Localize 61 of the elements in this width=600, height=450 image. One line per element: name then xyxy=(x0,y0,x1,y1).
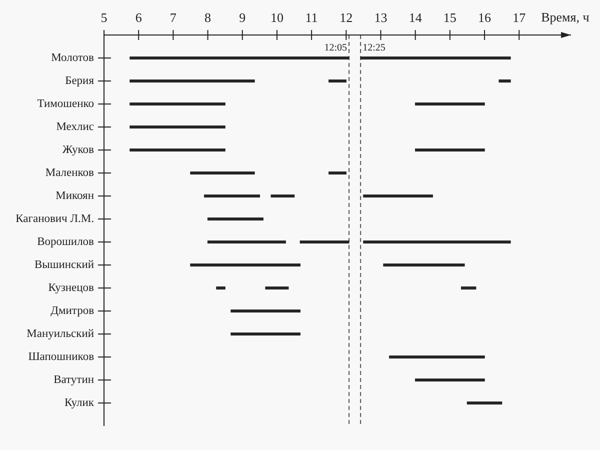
bar xyxy=(130,79,255,83)
bar xyxy=(207,240,286,244)
y-tick-label: Мехлис xyxy=(56,121,94,134)
bar xyxy=(415,102,485,106)
bar xyxy=(190,171,255,175)
bar xyxy=(130,148,226,152)
bar xyxy=(190,263,300,267)
y-tick-label: Вышинский xyxy=(34,259,94,272)
bar xyxy=(328,171,346,175)
ref-line-label: 12:05 xyxy=(324,42,348,54)
bar xyxy=(216,286,226,290)
bar xyxy=(466,401,502,405)
bar xyxy=(230,309,300,313)
bar xyxy=(383,263,465,267)
x-tick-label: 17 xyxy=(512,10,526,26)
y-tick-label: Кулик xyxy=(64,397,94,410)
bar xyxy=(130,56,350,60)
x-tick-label: 6 xyxy=(135,10,142,26)
bar xyxy=(461,286,476,290)
y-tick-label: Микоян xyxy=(56,190,94,202)
bar xyxy=(363,194,433,198)
y-tick-label: Дмитров xyxy=(50,305,95,318)
bar xyxy=(207,217,264,221)
y-tick-label: Ватутин xyxy=(54,374,94,386)
x-tick-label: 15 xyxy=(443,10,456,26)
y-tick-label: Берия xyxy=(65,75,95,88)
ref-line-label: 12:25 xyxy=(362,42,386,54)
bar xyxy=(389,355,485,359)
x-tick-label: 16 xyxy=(478,10,492,26)
y-tick-label: Молотов xyxy=(51,52,95,64)
y-tick-label: Мануильский xyxy=(26,328,94,340)
x-tick-label: 9 xyxy=(239,10,246,26)
bar xyxy=(328,79,346,83)
x-tick-label: 14 xyxy=(408,10,422,26)
bar xyxy=(415,378,485,382)
y-tick-label: Жуков xyxy=(62,144,95,156)
y-tick-label: Каганович Л.М. xyxy=(16,213,94,226)
bar xyxy=(498,79,511,83)
x-tick-label: 13 xyxy=(374,10,388,26)
x-tick-label: 5 xyxy=(100,10,108,26)
bar xyxy=(270,194,295,198)
bar xyxy=(230,332,300,336)
bar xyxy=(265,286,289,290)
bar xyxy=(204,194,260,198)
x-axis-title: Время, ч xyxy=(541,9,590,24)
bar xyxy=(415,148,485,152)
x-tick-label: 10 xyxy=(270,10,284,26)
bar xyxy=(130,125,226,129)
x-tick-label: 7 xyxy=(170,10,177,26)
y-tick-label: Маленков xyxy=(45,167,95,180)
bar xyxy=(300,240,350,244)
bar xyxy=(130,102,226,106)
y-tick-label: Шапошников xyxy=(28,351,95,364)
bar xyxy=(360,56,511,60)
x-tick-label: 12 xyxy=(340,10,353,26)
y-tick-label: Кузнецов xyxy=(48,282,95,294)
y-tick-label: Ворошилов xyxy=(37,236,95,248)
bar xyxy=(363,240,511,244)
y-tick-label: Тимошенко xyxy=(37,98,94,110)
x-tick-label: 11 xyxy=(305,10,318,26)
x-tick-label: 8 xyxy=(204,10,212,26)
